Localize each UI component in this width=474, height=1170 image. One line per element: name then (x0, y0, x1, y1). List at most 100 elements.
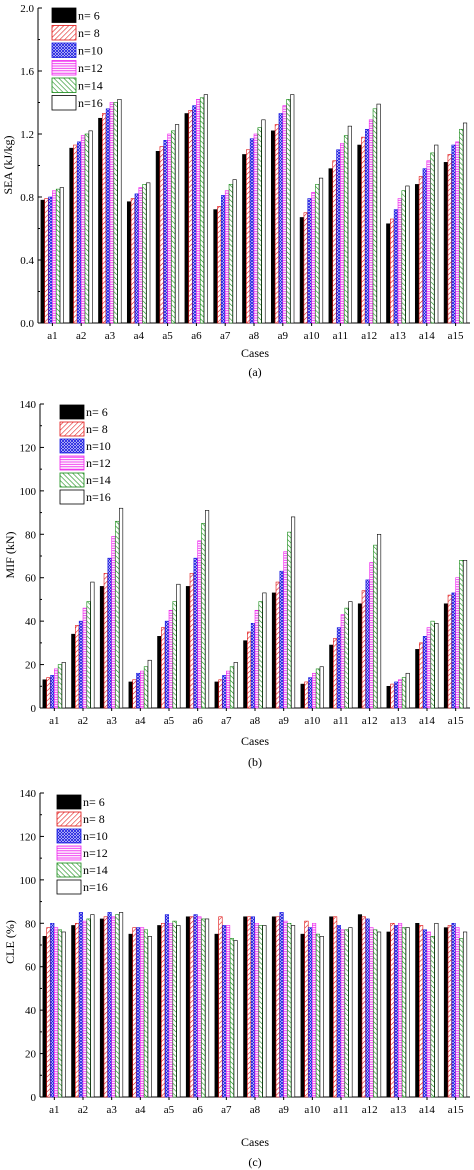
y-tick-label: 1.6 (20, 66, 34, 78)
y-axis-label-a: SEA (kJ/kg) (1, 135, 15, 194)
bar-a3-s2 (105, 108, 110, 324)
y-tick-label: 20 (25, 1049, 37, 1061)
bar-a8-s2 (250, 916, 255, 1098)
bar-a2-s4 (86, 601, 91, 709)
bar-a13-s4 (401, 677, 406, 709)
bar-a6-s2 (193, 557, 198, 709)
bar-a12-s4 (373, 544, 378, 709)
x-tick-label: a3 (106, 1104, 117, 1116)
bar-a11-s1 (333, 916, 338, 1098)
bar-a5-s3 (167, 133, 172, 324)
bar-a11-s5 (347, 125, 352, 324)
bar-a5-s5 (174, 124, 180, 324)
bar-a4-s0 (128, 681, 133, 709)
x-tick-label: a6 (191, 330, 202, 342)
bar-a1-s2 (48, 196, 53, 324)
bar-a9-s5 (291, 516, 296, 709)
x-tick-label: a5 (162, 330, 173, 342)
x-tick-label: a9 (278, 1104, 289, 1116)
bar-a13-s2 (394, 925, 399, 1098)
bar-a8-s3 (253, 133, 258, 324)
plot-area-c: 0 20 40 60 80 100 120 140 a1 a2 a3 a4 a5 a6 a7 a8 a9 a10 a… (20, 788, 470, 1116)
bar-a14-s5 (434, 922, 439, 1098)
bar-a13-s0 (386, 685, 391, 709)
bar-a3-s4 (113, 102, 118, 324)
bar-a2-s2 (78, 620, 84, 709)
x-tick-label: a4 (134, 330, 145, 342)
legend-swatch-b-2 (59, 438, 85, 454)
bar-a12-s1 (361, 916, 366, 1098)
legend-swatch-a-5 (51, 95, 77, 111)
x-tick-label: a8 (249, 330, 260, 342)
bar-a10-s5 (319, 936, 324, 1098)
bar-a11-s0 (329, 644, 334, 709)
bar-a1-s0 (40, 199, 45, 324)
plot-area-b: 0 20 40 60 80 100 120 140 a1 a2 a3 a4 a5 a6 a7 a8 a9 a10 a… (20, 399, 470, 727)
bar-a6-s3 (196, 99, 201, 324)
bar-a6-s5 (203, 94, 208, 324)
bar-a12-s0 (357, 914, 363, 1098)
bar-a10-s3 (312, 672, 317, 709)
x-tick-label: a12 (362, 715, 378, 727)
bar-a4-s2 (136, 672, 141, 709)
x-tick-label: a1 (49, 715, 59, 727)
bar-a4-s1 (132, 679, 137, 709)
bar-a8-s1 (247, 631, 252, 709)
bar-a13-s3 (398, 922, 403, 1098)
bar-a8-s0 (243, 916, 248, 1098)
bar-a14-s4 (430, 936, 435, 1098)
bar-a8-s5 (261, 119, 266, 324)
bar-a4-s4 (142, 184, 147, 324)
bar-a9-s5 (291, 925, 296, 1098)
bar-a11-s4 (343, 135, 349, 324)
bar-a6-s2 (192, 105, 197, 324)
bar-a2-s5 (90, 581, 95, 709)
bar-a5-s4 (172, 920, 177, 1098)
y-tick-label: 120 (20, 831, 37, 843)
bar-a12-s2 (365, 918, 370, 1098)
bar-a11-s1 (332, 160, 337, 324)
bar-a9-s3 (283, 551, 288, 709)
bar-a15-s3 (455, 141, 460, 324)
bar-a12-s0 (357, 603, 363, 709)
bar-a3-s5 (117, 99, 122, 324)
bar-a2-s0 (69, 147, 74, 324)
bar-a12-s5 (377, 533, 382, 709)
bar-a7-s0 (214, 933, 219, 1098)
bar-a2-s4 (84, 133, 89, 324)
legend-label-a-5: n=16 (78, 96, 103, 110)
bar-a2-s0 (71, 925, 76, 1098)
bar-a15-s4 (459, 938, 464, 1098)
bar-a2-s0 (71, 633, 76, 709)
bar-a15-s5 (463, 931, 468, 1098)
bar-a1-s4 (57, 929, 62, 1098)
legend-swatch-a-3 (51, 60, 77, 76)
bar-a6-s3 (197, 916, 202, 1098)
bar-a14-s3 (426, 931, 431, 1098)
bar-a2-s3 (80, 135, 86, 324)
bar-a7-s0 (214, 681, 219, 709)
bar-a10-s2 (308, 927, 313, 1098)
legend-swatch-a-2 (51, 42, 77, 58)
x-tick-label: a2 (76, 330, 86, 342)
bar-a9-s2 (278, 113, 283, 324)
x-tick-label: a8 (250, 715, 261, 727)
bar-a10-s0 (299, 217, 304, 324)
bar-a14-s3 (426, 627, 431, 709)
bar-a6-s0 (184, 113, 189, 324)
bar-a9-s3 (283, 920, 288, 1098)
x-tick-label: a15 (448, 330, 464, 342)
bar-a10-s1 (304, 920, 309, 1098)
bar-a15-s0 (443, 603, 449, 709)
bar-a5-s4 (171, 130, 176, 324)
bar-a14-s2 (422, 929, 427, 1098)
y-tick-label: 0 (31, 703, 37, 715)
bar-a10-s4 (315, 668, 320, 709)
x-tick-label: a15 (448, 1104, 464, 1116)
bar-a14-s4 (430, 152, 435, 324)
bar-a1-s1 (46, 677, 51, 709)
legend-label-c-2: n=10 (83, 829, 108, 843)
legend-swatch-c-1 (56, 811, 82, 827)
bar-a9-s0 (271, 916, 277, 1098)
x-tick-label: a10 (304, 715, 320, 727)
